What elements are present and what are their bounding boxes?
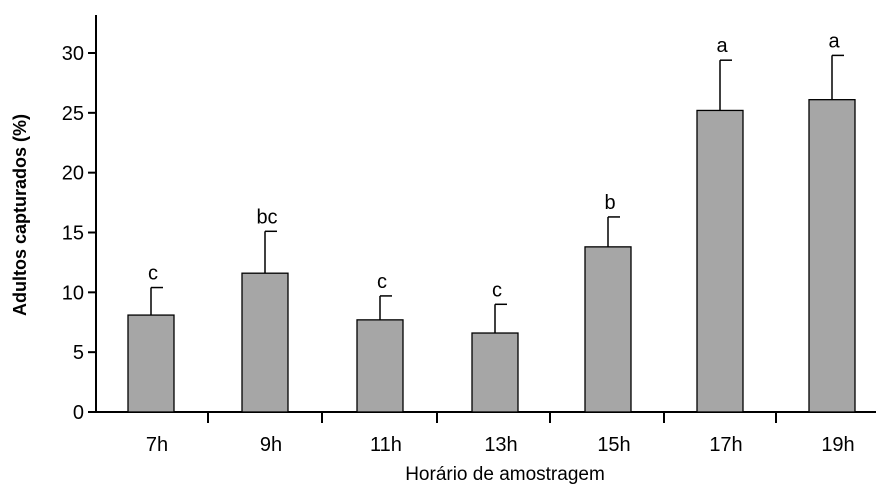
x-tick-label: 11h	[370, 434, 402, 456]
x-tick-label: 7h	[146, 434, 168, 456]
y-axis: 0 5 10 15 20 25 30	[62, 15, 97, 424]
significance-letter: c	[148, 263, 158, 285]
y-tick-label: 30	[62, 43, 84, 65]
x-tick-label: 9h	[260, 434, 282, 456]
bar	[808, 99, 856, 413]
x-axis: 7h 9h 11h 13h 15h 17h 19h	[96, 411, 876, 456]
bar	[584, 246, 632, 413]
significance-letters: c bc c c b a a	[148, 30, 840, 301]
x-tick-label: 19h	[821, 434, 854, 456]
y-tick-label: 0	[73, 402, 84, 424]
significance-letter: c	[492, 279, 502, 301]
significance-letter: c	[377, 271, 387, 293]
bar	[696, 109, 744, 413]
bar	[127, 314, 175, 413]
bar	[241, 272, 289, 413]
significance-letter: a	[828, 30, 840, 52]
y-tick-label: 5	[73, 342, 84, 364]
x-tick-label: 15h	[597, 434, 630, 456]
bars	[127, 99, 856, 413]
y-axis-label: Adultos capturados (%)	[10, 114, 30, 316]
significance-letter: b	[604, 192, 615, 214]
y-tick-label: 20	[62, 163, 84, 185]
significance-letter: a	[716, 35, 728, 57]
x-tick-label: 13h	[484, 434, 517, 456]
error-bars	[150, 54, 844, 334]
significance-letter: bc	[256, 206, 277, 228]
x-tick-label: 17h	[709, 434, 742, 456]
y-tick-label: 15	[62, 223, 84, 245]
bar	[356, 319, 404, 413]
bar	[471, 332, 519, 413]
y-tick-label: 25	[62, 103, 84, 125]
y-tick-label: 10	[62, 282, 84, 304]
x-axis-label: Horário de amostragem	[405, 464, 605, 485]
